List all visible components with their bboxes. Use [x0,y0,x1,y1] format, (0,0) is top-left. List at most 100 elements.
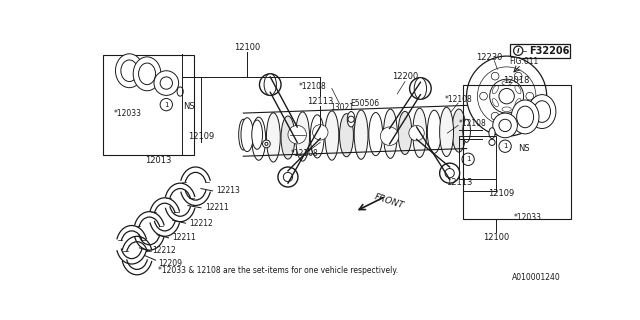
Circle shape [445,169,454,178]
Text: 1: 1 [503,143,508,149]
Circle shape [416,84,425,93]
Text: *12033: *12033 [114,108,142,117]
Circle shape [489,139,495,145]
Circle shape [409,125,424,141]
Ellipse shape [310,115,324,158]
Circle shape [467,56,547,136]
Text: i: i [517,48,520,54]
Ellipse shape [340,114,353,157]
Ellipse shape [139,63,156,84]
Text: 12213: 12213 [216,186,240,195]
Text: 1: 1 [466,156,470,162]
Circle shape [278,167,298,187]
Ellipse shape [428,110,441,153]
Circle shape [160,77,172,89]
Circle shape [515,112,522,120]
Text: *12108: *12108 [299,82,326,91]
Text: 12109: 12109 [488,189,515,198]
Ellipse shape [452,109,466,152]
Text: *12108: *12108 [445,95,473,105]
Ellipse shape [239,119,248,150]
Circle shape [492,72,499,80]
Circle shape [259,74,281,95]
Text: *12033 & 12108 are the set-items for one vehicle respectively.: *12033 & 12108 are the set-items for one… [158,267,398,276]
Text: FRONT: FRONT [374,193,406,211]
Bar [509,44,570,58]
Ellipse shape [296,112,310,161]
Text: A010001240: A010001240 [511,273,560,282]
Circle shape [262,140,270,148]
Ellipse shape [252,120,262,149]
Ellipse shape [534,101,550,122]
Ellipse shape [281,116,295,159]
Text: 12100: 12100 [234,43,260,52]
Bar [103,55,194,156]
Text: 12113: 12113 [445,178,472,187]
Ellipse shape [414,78,427,99]
Ellipse shape [515,99,521,107]
Text: *12033: *12033 [514,212,542,221]
Text: 12109: 12109 [188,132,214,141]
Ellipse shape [413,108,427,157]
Text: 12212: 12212 [152,246,176,255]
Ellipse shape [121,60,138,82]
Text: NS: NS [518,144,530,153]
Ellipse shape [489,128,495,139]
Ellipse shape [241,118,253,152]
Circle shape [515,72,522,80]
Text: 12211: 12211 [172,233,196,242]
Ellipse shape [354,110,368,159]
Circle shape [499,119,511,132]
Ellipse shape [440,107,454,156]
Text: F32206: F32206 [529,46,570,56]
Text: *12108: *12108 [291,149,319,158]
Ellipse shape [516,106,534,128]
Ellipse shape [528,95,556,129]
Circle shape [410,78,431,99]
Ellipse shape [177,87,183,96]
Ellipse shape [515,85,521,94]
Ellipse shape [252,117,266,160]
Circle shape [440,163,460,183]
Ellipse shape [264,74,276,95]
Circle shape [348,116,354,122]
Text: 12100: 12100 [483,233,509,242]
Text: 13021: 13021 [330,103,354,112]
Circle shape [477,67,536,125]
Ellipse shape [383,109,397,158]
Text: 12211: 12211 [205,203,228,212]
Circle shape [526,92,534,100]
Ellipse shape [502,107,511,112]
Ellipse shape [133,57,161,91]
Ellipse shape [325,111,339,160]
Ellipse shape [492,99,499,107]
Ellipse shape [502,81,511,85]
Circle shape [490,79,524,113]
Circle shape [284,172,292,182]
Ellipse shape [398,111,412,155]
Ellipse shape [511,100,539,134]
Ellipse shape [348,112,355,127]
Circle shape [492,112,499,120]
Ellipse shape [115,54,143,88]
Text: 12209: 12209 [159,259,182,268]
Ellipse shape [463,119,470,142]
Text: FIG.011: FIG.011 [509,57,539,66]
Text: 12230: 12230 [477,53,503,62]
Circle shape [266,80,275,89]
Circle shape [312,124,328,140]
Text: 12013: 12013 [145,156,172,164]
Circle shape [154,71,179,95]
Text: 12212: 12212 [189,219,213,228]
Bar [459,136,496,179]
Bar [463,84,570,219]
Text: E50506: E50506 [350,99,380,108]
Text: NS: NS [184,102,195,111]
Text: 12113: 12113 [307,97,333,106]
Circle shape [480,92,488,100]
Circle shape [493,113,517,138]
Circle shape [499,88,515,104]
Ellipse shape [369,113,383,156]
Ellipse shape [266,113,280,162]
Text: 12200: 12200 [392,72,418,81]
